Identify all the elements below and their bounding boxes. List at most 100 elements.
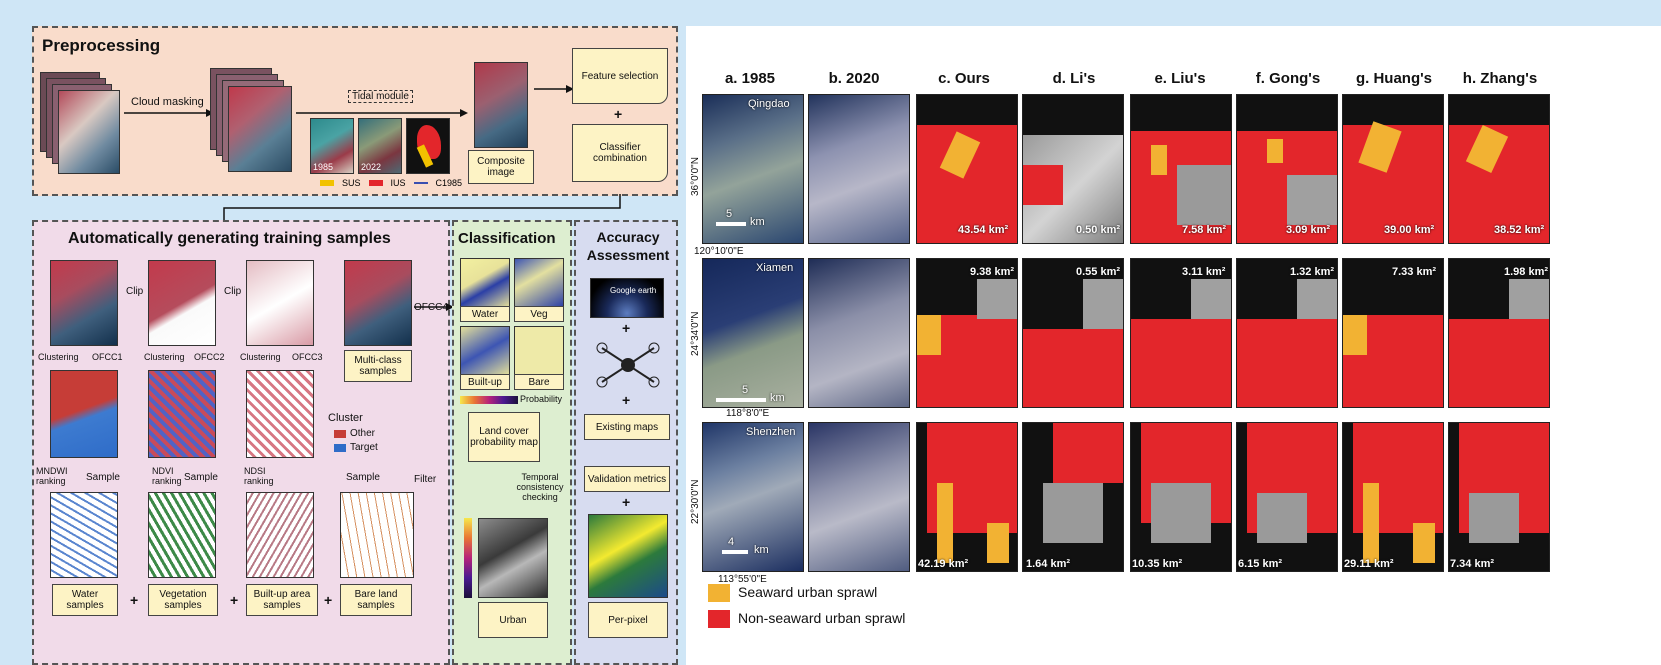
map-li-shenzhen [1022,422,1124,572]
accuracy-title: Accuracy Assessment [586,229,670,263]
target-swatch [334,444,346,452]
clustering-label-1: Clustering [38,352,79,362]
map-ours-shenzhen [916,422,1018,572]
sample-label-1: Sample [86,472,120,483]
area-label: 1.64 km² [1026,558,1071,570]
ofcc1-label: OFCC1 [92,352,123,362]
city-label-shenzhen: Shenzhen [746,426,796,438]
veg-label: Veg [514,306,564,322]
preprocessing-title: Preprocessing [42,36,161,55]
landsat-image-2 [148,260,216,346]
per-pixel-box: Per-pixel [588,602,668,638]
scale-label: 5 [726,208,733,220]
map-zhang-qingdao [1448,94,1550,244]
legend-ius: IUS [390,178,406,188]
map-liu-shenzhen [1130,422,1232,572]
sample-label-2: Sample [184,472,218,483]
area-label: 1.98 km² [1504,266,1549,278]
other-label: Other [350,428,376,439]
training-samples-title: Automatically generating training sample… [68,230,391,247]
urban-prob-map [478,518,548,598]
km-label: km [754,544,769,556]
clustering-label-2: Clustering [144,352,185,362]
accuracy-panel: Accuracy Assessment Google earth + + Exi… [574,220,678,665]
preproc-legend: SUS IUS C1985 [320,178,462,188]
map-gong-shenzhen [1236,422,1338,572]
map-li-xiamen [1022,258,1124,408]
area-label: 0.55 km² [1076,266,1121,278]
plus-sign: + [622,392,631,408]
sample-label-3: Sample [346,472,380,483]
map-ours-xiamen [916,258,1018,408]
ofcc3-label: OFCC3 [292,352,323,362]
veg-prob-map [514,258,564,308]
area-label: 29.11 km² [1344,558,1394,570]
vegetation-samples-box: Vegetation samples [148,584,218,616]
column-title-1985: a. 1985 [724,70,776,87]
water-prob-map [460,258,510,308]
plus-sign: + [230,592,239,608]
water-label: Water [460,306,510,322]
city-label-qingdao: Qingdao [748,98,790,110]
km-label: km [770,392,785,404]
legend-nonseaward-swatch [708,610,730,628]
classification-title: Classification [458,230,556,247]
plus-sign: + [324,592,333,608]
scale-bar [722,550,748,554]
legend-nonseaward-label: Non-seaward urban sprawl [738,610,906,626]
urban-colorbar [464,518,472,598]
probability-label: Probability [520,394,563,404]
year-1985-label: 1985 [313,162,334,172]
land-cover-probability-box: Land cover probability map [468,412,540,462]
lat-label-row1: 36°0'0"N [690,157,701,196]
map-1985-shenzhen [702,422,804,572]
area-label: 38.52 km² [1494,224,1545,236]
plus-sign: + [622,494,631,510]
column-title-zhang: h. Zhang's [1462,70,1538,87]
google-earth-label: Google earth [610,286,657,295]
ofcc2-label: OFCC2 [194,352,225,362]
map-huang-shenzhen [1342,422,1444,572]
area-label: 1.32 km² [1290,266,1335,278]
scale-bar [716,398,766,402]
map-2020-qingdao [808,94,910,244]
legend-seaward-swatch [708,584,730,602]
map-zhang-shenzhen [1448,422,1550,572]
area-label: 0.50 km² [1076,224,1121,236]
cluster-map-3 [246,370,314,458]
landsat-image-3 [246,260,314,346]
legend-seaward-label: Seaward urban sprawl [738,584,878,600]
map-liu-qingdao [1130,94,1232,244]
arrow-icon [534,85,574,93]
map-liu-xiamen [1130,258,1232,408]
other-swatch [334,430,346,438]
validation-metrics-box: Validation metrics [584,466,670,492]
builtup-prob-map [460,326,510,376]
column-title-2020: b. 2020 [828,70,880,87]
landsat-image-4 [344,260,412,346]
map-2020-xiamen [808,258,910,408]
scale-bar [716,222,746,226]
workflow-diagram: Preprocessing Cloud masking Tidal module… [32,26,680,665]
per-pixel-map [588,514,668,598]
existing-maps-box: Existing maps [584,414,670,440]
drone-icon [596,342,660,388]
lon-label-row3: 113°55'0"E [718,574,767,585]
mndwi-ranking-label: MNDWI ranking [36,466,68,486]
column-title-huang: g. Huang's [1355,70,1433,87]
plus-sign: + [614,106,623,122]
arrow-icon [296,109,468,117]
cluster-label: Cluster [328,412,363,424]
bare-label: Bare [514,374,564,390]
map-ours-qingdao [916,94,1018,244]
cluster-map-1 [50,370,118,458]
multi-class-samples-box: Multi-class samples [344,350,412,382]
lat-label-row3: 22°30'0"N [690,479,701,525]
cluster-map-2 [148,370,216,458]
map-li-qingdao [1022,94,1124,244]
builtup-label: Built-up [460,374,510,390]
lon-label-row2: 120°10'0"E [694,246,744,257]
arrow-icon [124,109,214,117]
area-label: 6.15 km² [1238,558,1283,570]
lat-label-row2: 24°34'0"N [690,311,701,357]
